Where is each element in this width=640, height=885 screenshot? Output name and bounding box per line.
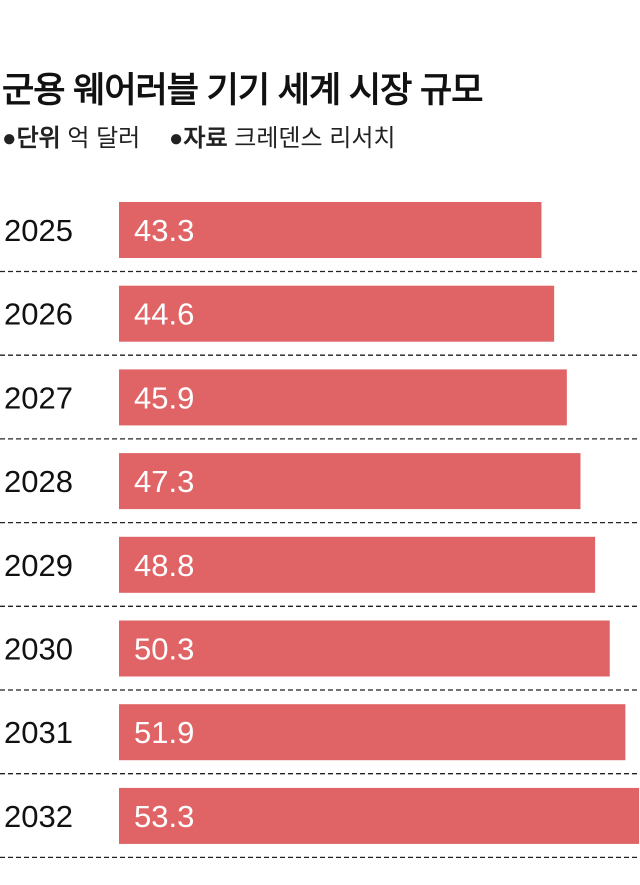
category-label: 2032: [4, 799, 73, 834]
value-label: 43.3: [134, 213, 194, 248]
category-label: 2027: [4, 380, 73, 415]
category-label: 2030: [4, 632, 73, 667]
unit-label: ●단위: [2, 125, 61, 152]
bar: [119, 285, 555, 342]
bar: [119, 536, 596, 593]
bar: [119, 620, 610, 677]
value-label: 47.3: [134, 464, 194, 499]
value-label: 50.3: [134, 632, 194, 667]
value-label: 48.8: [134, 548, 194, 583]
category-label: 2025: [4, 213, 73, 248]
unit-value: 억 달러: [67, 125, 141, 152]
bar: [119, 704, 626, 761]
chart-subtitle: ●단위 억 달러 ●자료 크레덴스 리서치: [2, 118, 395, 153]
category-label: 2026: [4, 297, 73, 332]
chart-title: 군용 웨어러블 기기 세계 시장 규모: [2, 71, 483, 110]
category-label: 2029: [4, 548, 73, 583]
value-label: 53.3: [134, 799, 194, 834]
value-label: 45.9: [134, 380, 194, 415]
category-label: 2031: [4, 715, 73, 750]
bar: [119, 787, 640, 844]
source-label: ●자료: [168, 125, 228, 152]
value-label: 51.9: [134, 715, 194, 750]
value-label: 44.6: [134, 297, 194, 332]
category-label: 2028: [4, 464, 73, 499]
bar: [119, 369, 567, 426]
bar: [119, 453, 581, 510]
source-value: 크레덴스 리서치: [234, 125, 396, 152]
bar: [119, 202, 542, 258]
